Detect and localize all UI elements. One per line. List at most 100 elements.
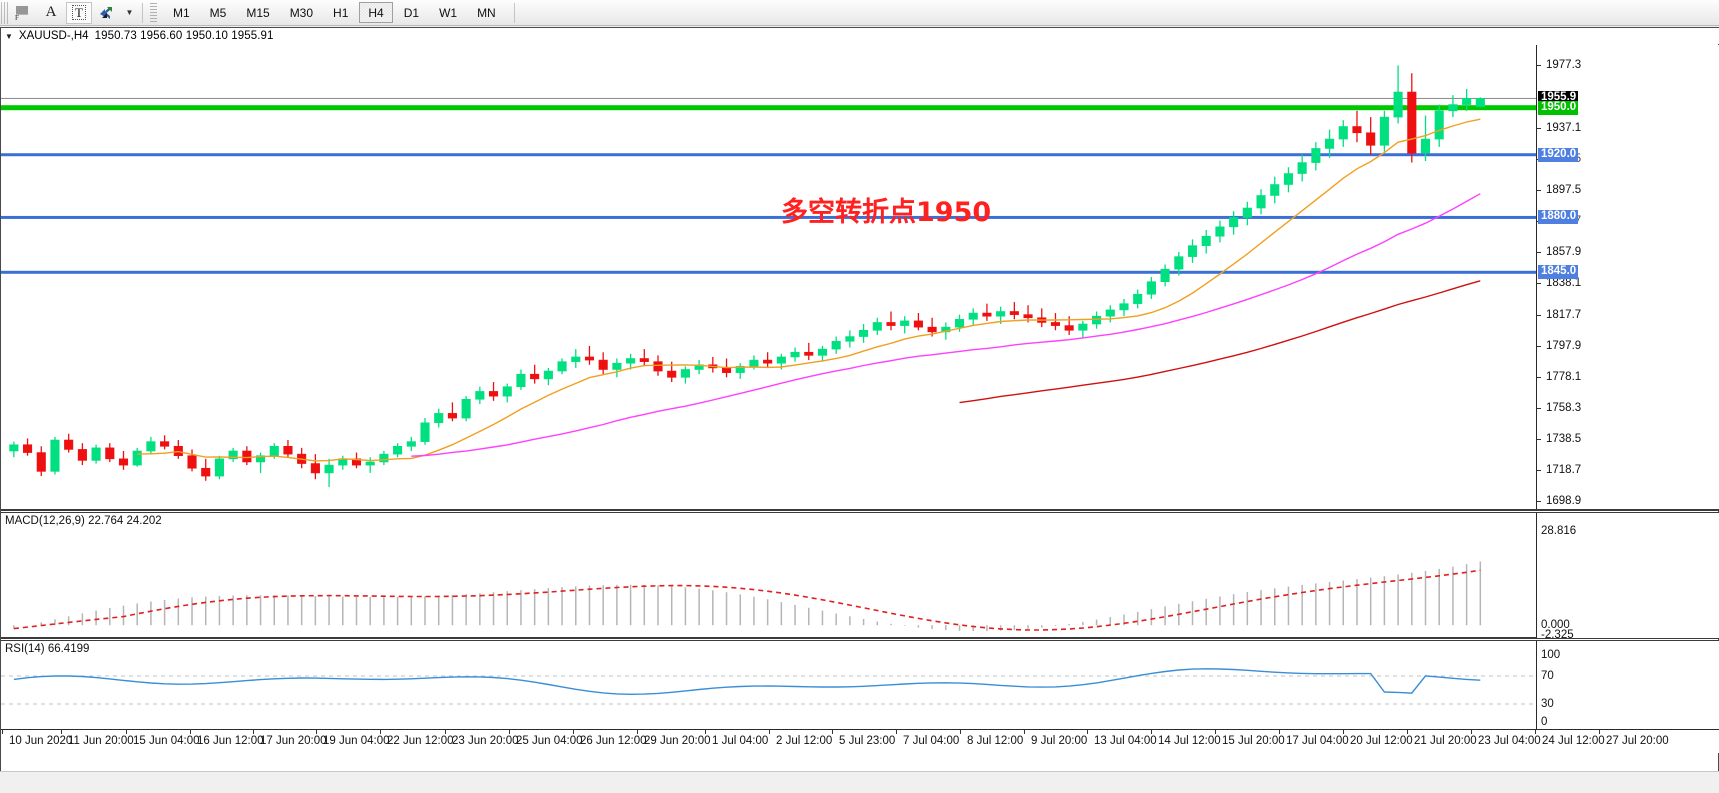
toolbar-separator-2 [513,2,515,23]
time-label: 14 Jul 12:00 [1151,729,1221,747]
rsi-indicator-panel[interactable]: RSI(14) 66.4199 [1,641,1536,729]
objects-arrows-icon[interactable] [94,2,120,24]
toolbar-drag-grip[interactable] [1,1,9,24]
horizontal-level-1955.91[interactable] [1,97,1536,99]
time-label: 20 Jul 12:00 [1343,729,1413,747]
candle-body [488,391,499,397]
time-label: 23 Jun 20:00 [445,729,519,747]
symbol-name-label: XAUUSD-,H4 [18,30,89,42]
macd-indicator-panel[interactable]: MACD(12,26,9) 22.764 24.202 [1,513,1536,638]
ma-fast-line [137,118,1481,462]
time-label: 9 Jul 20:00 [1023,729,1088,747]
timeframe-button-h4[interactable]: H4 [359,2,393,23]
candle-body [50,439,60,472]
candle-body [23,444,33,453]
timeframe-button-m5[interactable]: M5 [209,5,227,20]
time-label: 5 Jul 23:00 [831,729,896,747]
chart-annotation-label: 多空转折点1950 [781,197,992,228]
timeframe-button-m1[interactable]: M1 [173,5,190,20]
timeframe-button-w1[interactable]: W1 [439,5,458,20]
chart-window[interactable]: ▼ XAUUSD-,H4 1950.73 1956.60 1950.10 195… [0,27,1719,793]
price-tick-1937.1: 1937.1 [1537,122,1581,134]
candle-body [886,322,896,326]
time-scale-axis[interactable]: 10 Jun 2020 11 Jun 20:00 15 Jun 04:00 16 Ju… [1,729,1719,753]
time-label: 11 Jun 20:00 [61,729,134,747]
candle-body [1311,148,1321,163]
macd-tick--2.325: -2.325 [1541,629,1574,641]
timeframe-bar-grip[interactable] [150,2,157,23]
crosshair-grid-icon[interactable]: F [10,2,36,24]
price-tag-1845.0[interactable]: 1845.0 [1538,265,1579,280]
price-chart-panel[interactable]: 多空转折点1950 [1,45,1536,509]
candle-body [927,326,937,333]
price-tag-1920.0[interactable]: 1920.0 [1538,147,1579,162]
candle-body [735,366,745,373]
toolbar-dropdown-caret-icon[interactable]: ▼ [122,2,136,24]
time-label: 26 Jun 12:00 [573,729,647,747]
price-tick-1857.9: 1857.9 [1537,246,1581,258]
price-tick-1718.7: 1718.7 [1537,464,1581,476]
candle-body [1105,309,1115,317]
candle-body [1352,126,1362,134]
timeframe-button-d1[interactable]: D1 [403,5,420,20]
main-toolbar: F A T ▼ M1 M5 M15 M30 H1 H4 D1 W1 MN [0,0,1719,26]
candle-body [1270,184,1280,196]
price-tick-1977.3: 1977.3 [1537,59,1581,71]
time-label: 8 Jul 12:00 [959,729,1024,747]
time-label: 25 Jun 04:00 [509,729,583,747]
candle-body [1434,110,1444,140]
rsi-label: RSI(14) 66.4199 [5,643,90,655]
svg-text:F: F [15,14,19,21]
price-tick-1758.3: 1758.3 [1537,402,1581,414]
candle-body [1379,116,1389,146]
macd-scale-axis[interactable]: 28.816 0.000 -2.325 [1536,513,1719,641]
time-label: 15 Jul 20:00 [1215,729,1285,747]
price-tag-1880.0[interactable]: 1880.0 [1538,210,1579,225]
timeframe-button-m15[interactable]: M15 [246,5,270,20]
candle-body [1256,195,1266,209]
timeframe-button-m30[interactable]: M30 [289,5,314,20]
candle-body [530,373,540,380]
candle-body [749,359,759,367]
candle-body [680,369,690,378]
candle-body [516,373,526,388]
candle-body [1325,138,1335,149]
text-label-A-icon[interactable]: A [38,2,64,24]
timeframe-button-h1[interactable]: H1 [333,5,349,20]
candle-body [475,391,485,400]
candle-body [228,450,238,460]
rsi-tick-70: 70 [1541,670,1554,682]
macd-canvas [13,561,1482,632]
price-scale-axis[interactable]: 1977.3 1937.1 1897.5 1857.9 1838.1 1817.7 1797… [1536,45,1719,509]
candle-body [1366,132,1376,146]
candle-body [1242,207,1252,218]
horizontal-level-1880[interactable] [1,215,1536,219]
candle-body [571,356,581,362]
candle-body [1092,315,1102,325]
candle-body [502,386,512,397]
candle-body [1420,138,1431,154]
rsi-scale-axis[interactable]: 100 70 30 0 [1536,641,1719,729]
rsi-line [13,668,1481,696]
price-tag-1950.0[interactable]: 1950.0 [1538,100,1579,115]
text-box-T-icon[interactable]: T [66,1,92,24]
horizontal-level-1950[interactable] [1,105,1536,111]
symbol-collapse-caret-icon[interactable]: ▼ [5,31,13,41]
candle-body [1215,226,1225,237]
caret-down-glyph: ▼ [125,8,134,17]
rsi-tick-0: 0 [1541,716,1548,728]
price-tick-1838.1: 1838.1 [1537,277,1581,289]
rsi-tick-100: 100 [1541,649,1561,661]
horizontal-level-1920[interactable] [1,153,1536,157]
candle-body [900,320,910,326]
macd-tick-0.000: 0.000 [1541,619,1570,632]
candle-body [845,336,855,342]
candle-body [1297,162,1307,174]
symbol-header-row: ▼ XAUUSD-,H4 1950.73 1956.60 1950.10 195… [1,28,1719,44]
timeframe-button-mn[interactable]: MN [477,5,496,20]
candle-body [653,361,663,372]
horizontal-level-1845[interactable] [1,270,1536,274]
price-tick-1698.9: 1698.9 [1537,495,1581,507]
candle-body [256,455,266,463]
